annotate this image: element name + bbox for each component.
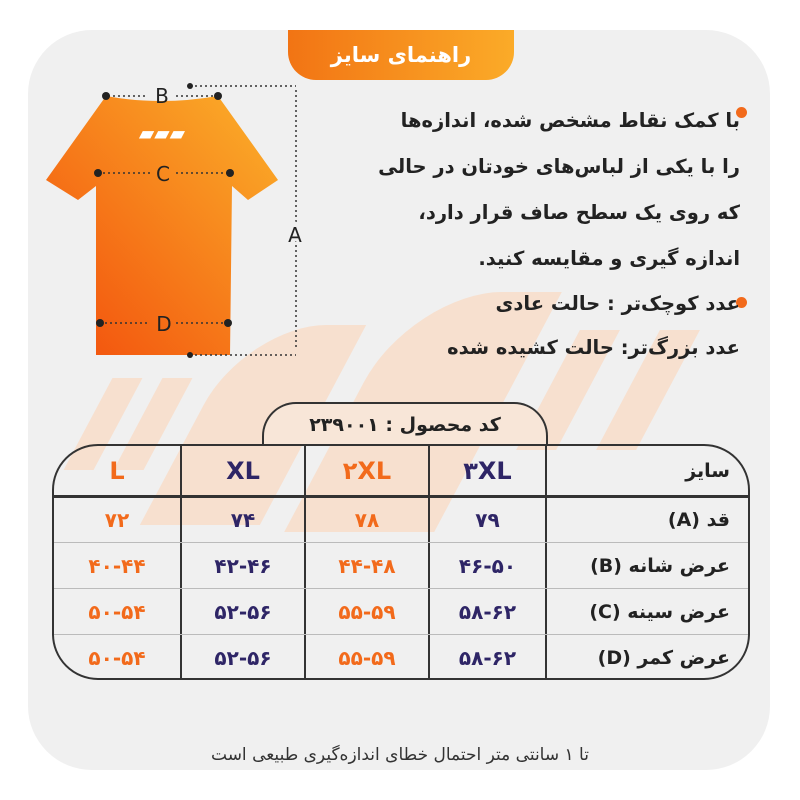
size-2xl: ۲XL — [342, 457, 392, 485]
table-cell: ۷۸ — [354, 508, 380, 532]
table-cell: ۴۲-۴۶ — [214, 553, 272, 578]
logo: ▰▰▰ — [139, 121, 186, 145]
table-cell: ۷۹ — [475, 508, 500, 532]
table-cell: ۵۰-۵۴ — [88, 645, 146, 670]
table-cell: ۵۰-۵۴ — [88, 599, 146, 624]
size-xl: XL — [226, 457, 260, 485]
size-l: L — [109, 457, 125, 485]
table-cell: ۵۲-۵۶ — [214, 645, 272, 670]
table-cell: ۵۸-۶۲ — [458, 645, 517, 670]
instruction-line: که روی یک سطح صاف قرار دارد، — [418, 201, 740, 224]
header-size-label: سایز — [685, 460, 730, 482]
instructions-text: با کمک نقاط مشخص شده، اندازه‌ها را با یک… — [378, 98, 740, 282]
size-notes: عدد کوچک‌تر : حالت عادی عدد بزرگ‌تر: حال… — [447, 282, 740, 370]
note-line: عدد کوچک‌تر : حالت عادی — [495, 292, 740, 315]
product-code: کد محصول : ۲۳۹۰۰۱ — [262, 402, 548, 446]
table-cell: ۵۸-۶۲ — [458, 599, 517, 624]
row-label: عرض سینه (C) — [589, 600, 730, 623]
row-label: قد (A) — [667, 509, 730, 531]
size-3xl: ۳XL — [463, 457, 512, 485]
table-cell: ۷۲ — [104, 508, 130, 532]
row-label: عرض شانه (B) — [590, 554, 730, 577]
tshirt-diagram: ▰▰▰ B C D A — [46, 83, 305, 358]
instruction-line: را با یکی از لباس‌های خودتان در حالی — [378, 155, 740, 178]
table-cell: ۵۵-۵۹ — [338, 599, 396, 624]
table-cell: ۵۲-۵۶ — [214, 599, 272, 624]
label-a: A — [288, 223, 302, 247]
tshirt-shape — [46, 96, 278, 355]
table-cell: ۵۵-۵۹ — [338, 645, 396, 670]
label-c: C — [156, 162, 170, 186]
bullet-icon — [736, 297, 747, 308]
bullet-icon — [736, 107, 747, 118]
instruction-line: اندازه گیری و مقایسه کنید. — [478, 247, 740, 270]
table-cell: ۴۰-۴۴ — [88, 553, 146, 578]
label-d: D — [156, 312, 171, 336]
table-cell: ۷۴ — [230, 508, 256, 532]
instruction-line: با کمک نقاط مشخص شده، اندازه‌ها — [400, 109, 740, 132]
size-table: سایز ۳XL ۲XL XL L قد (A) ۷۹ ۷۸ ۷۴ ۷۲ عرض شانه… — [52, 444, 750, 680]
label-b: B — [155, 84, 169, 108]
row-label: عرض کمر (D) — [597, 646, 730, 669]
page-title: راهنمای سایز — [288, 30, 514, 80]
table-cell: ۴۴-۴۸ — [338, 553, 396, 578]
note-line: عدد بزرگ‌تر: حالت کشیده شده — [447, 336, 740, 359]
table-cell: ۴۶-۵۰ — [458, 553, 517, 578]
footer-note: تا ۱ سانتی متر احتمال خطای اندازه‌گیری ط… — [211, 745, 589, 765]
